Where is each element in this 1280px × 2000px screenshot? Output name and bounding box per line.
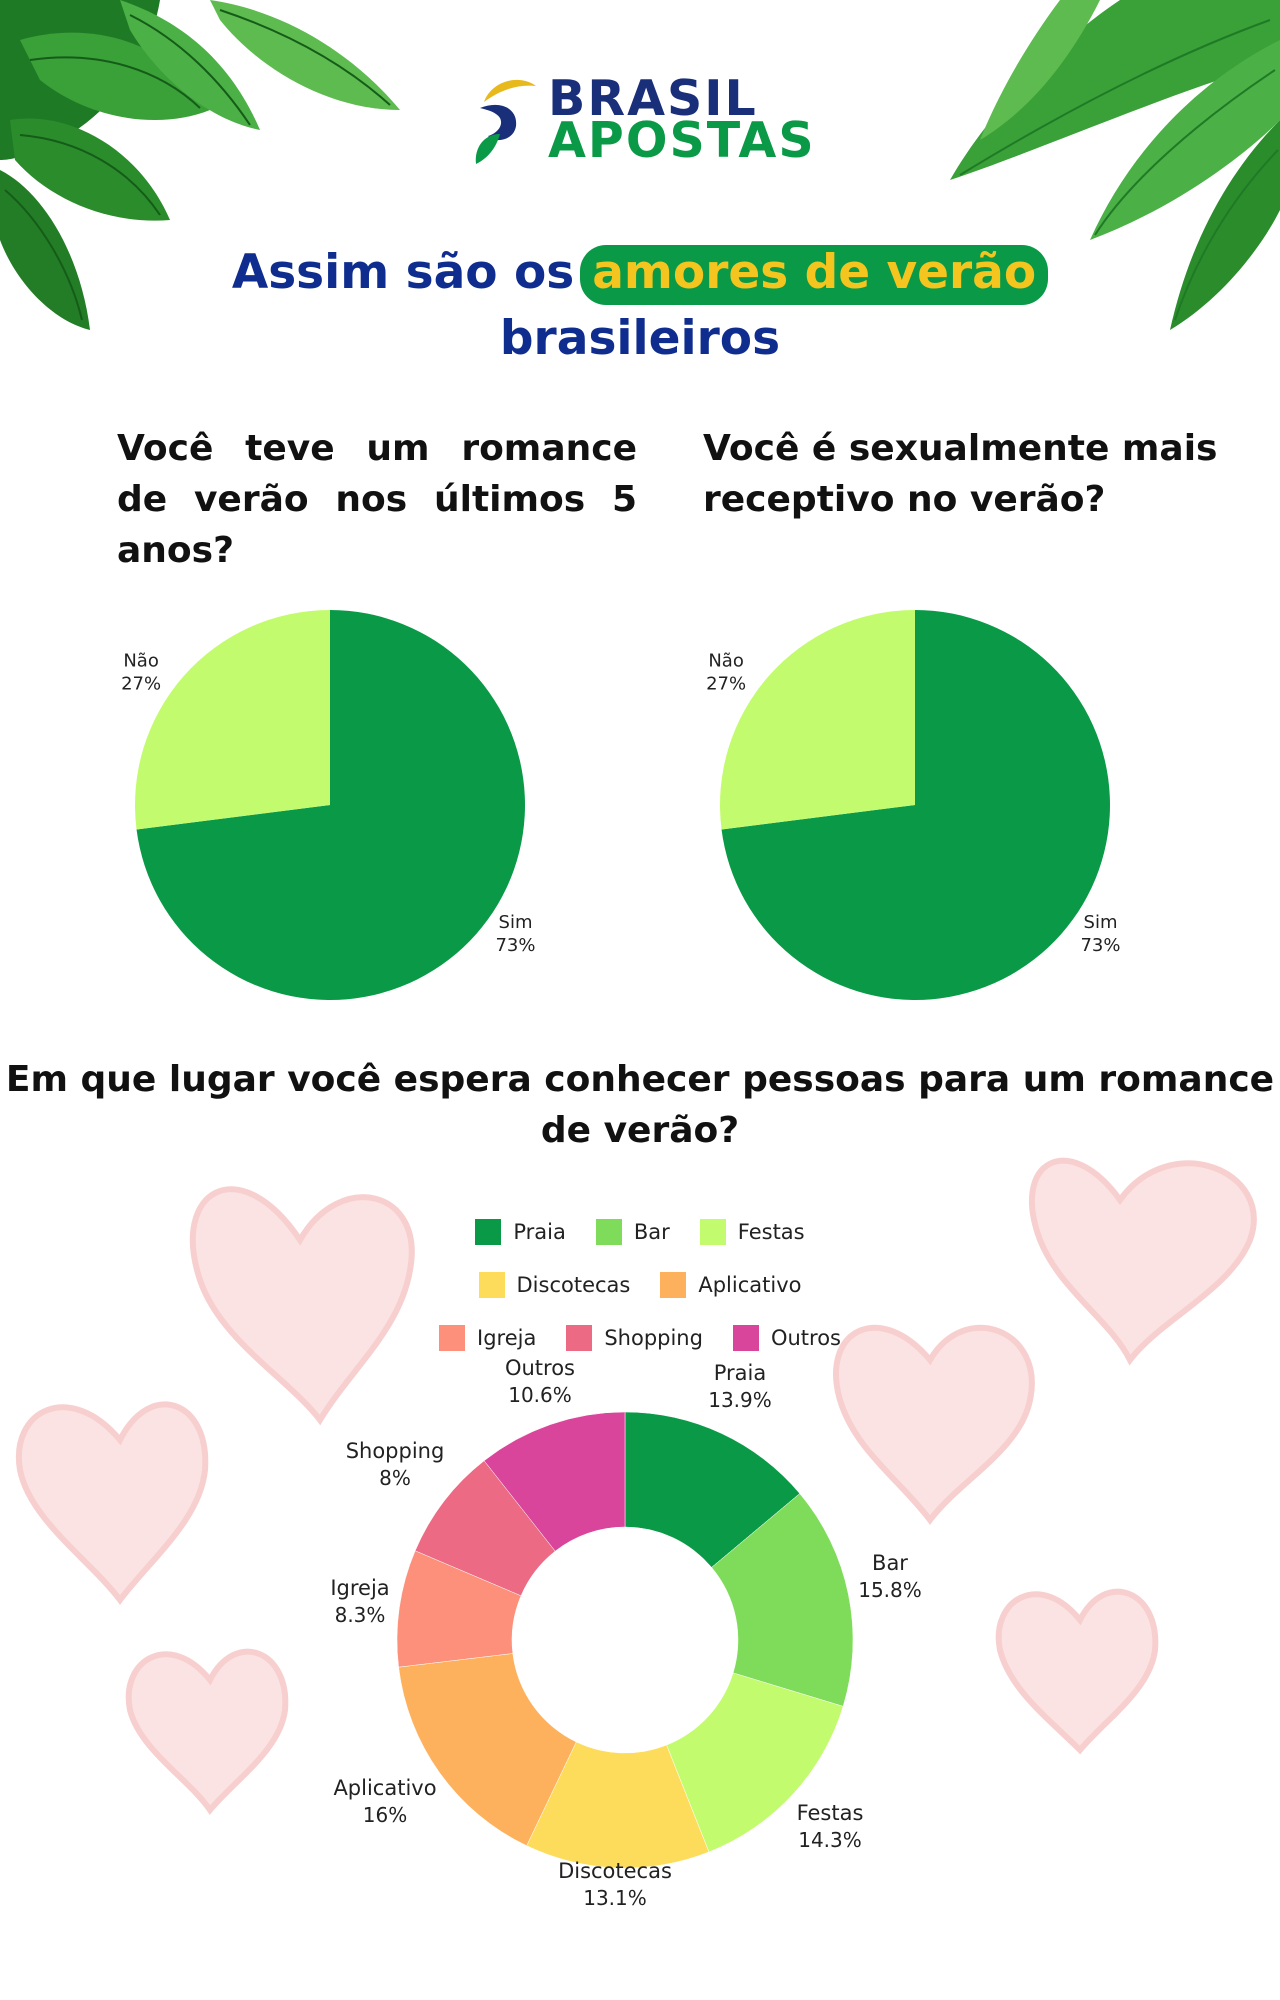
donut-label-category: Shopping <box>346 1439 445 1463</box>
pie-slice-no <box>720 610 915 830</box>
pie-label-category: Sim <box>499 912 533 933</box>
donut-label-category: Festas <box>797 1801 864 1825</box>
headline-highlight: amores de verão <box>580 245 1049 305</box>
legend-swatch <box>595 1218 622 1245</box>
legend-row: Praia Bar Festas <box>0 1205 1280 1258</box>
legend-item-discotecas: Discotecas <box>478 1271 631 1298</box>
legend-swatch <box>478 1271 505 1298</box>
legend-item-festas: Festas <box>699 1218 805 1245</box>
donut-label-value: 14.3% <box>798 1828 862 1852</box>
donut-label-category: Discotecas <box>558 1859 672 1883</box>
question-2-title: Você é sexualmente mais receptivo no ver… <box>703 428 1218 520</box>
legend-swatch <box>732 1324 759 1351</box>
donut-label-value: 10.6% <box>508 1383 572 1407</box>
donut-chart-lugares: Praia 13.9% Bar 15.8% Festas 14.3% Discotecas 1… <box>330 1356 922 1910</box>
legend-label: Bar <box>633 1219 670 1244</box>
donut-slice-outros <box>483 1411 626 1552</box>
legend-label: Praia <box>513 1219 566 1244</box>
donut-label-category: Outros <box>505 1356 575 1380</box>
pie-label-value: 27% <box>121 674 161 695</box>
pie-label-value: 73% <box>495 935 535 956</box>
donut-label-value: 13.9% <box>708 1388 772 1412</box>
legend-label: Outros <box>770 1325 841 1350</box>
pie-label-category: Sim <box>1084 912 1118 933</box>
legend-label: Igreja <box>477 1325 537 1350</box>
page-headline: Assim são os amores de verão brasileiros <box>0 240 1280 372</box>
legend-item-outros: Outros <box>732 1324 841 1351</box>
legend-label: Aplicativo <box>698 1272 802 1297</box>
question-1-title: Você teve um romance de verão nos último… <box>117 428 637 571</box>
brand-logo-line1: BRASIL <box>548 70 758 127</box>
legend-swatch <box>439 1324 465 1351</box>
legend-item-bar: Bar <box>595 1218 670 1245</box>
donut-legend: Praia Bar Festas Discotecas Aplicativo Igre… <box>0 1205 1280 1364</box>
donut-label-category: Igreja <box>330 1576 389 1600</box>
pie-label-category: Não <box>708 651 744 672</box>
donut-slice-aplicativo <box>398 1653 577 1847</box>
question-3-title: Em que lugar você espera conhecer pessoa… <box>5 1059 1275 1151</box>
legend-row: Discotecas Aplicativo <box>0 1258 1280 1311</box>
donut-slice-bar <box>711 1493 854 1707</box>
brand-logo-mark-icon <box>475 79 536 164</box>
legend-item-shopping: Shopping <box>566 1324 703 1351</box>
legend-swatch <box>566 1324 593 1351</box>
pie-slice-sim <box>136 610 525 1000</box>
legend-item-igreja: Igreja <box>439 1324 537 1351</box>
legend-label: Festas <box>737 1219 805 1244</box>
donut-label-category: Bar <box>872 1551 908 1575</box>
donut-label-category: Praia <box>714 1361 767 1385</box>
donut-label-value: 16% <box>363 1803 407 1827</box>
donut-label-category: Aplicativo <box>333 1776 436 1800</box>
legend-item-aplicativo: Aplicativo <box>660 1271 802 1298</box>
legend-label: Shopping <box>604 1325 703 1350</box>
pie-slice-sim <box>721 610 1110 1000</box>
headline-part1: Assim são os <box>231 245 575 300</box>
donut-label-value: 8% <box>379 1466 411 1490</box>
palm-leaves-left-decoration <box>0 0 400 330</box>
legend-label: Discotecas <box>516 1272 631 1297</box>
donut-label-value: 15.8% <box>858 1578 922 1602</box>
legend-swatch <box>699 1218 726 1245</box>
brand-logo: BRASIL APOSTAS <box>470 70 814 170</box>
pie-label-value: 27% <box>706 674 746 695</box>
donut-slice-festas <box>666 1672 844 1853</box>
headline-part2: brasileiros <box>499 311 781 366</box>
legend-row: Igreja Shopping Outros <box>0 1311 1280 1364</box>
pie-label-value: 73% <box>1080 935 1120 956</box>
donut-label-value: 8.3% <box>335 1603 386 1627</box>
brand-logo-line2: APOSTAS <box>548 112 816 169</box>
pie-label-category: Não <box>123 651 159 672</box>
legend-item-praia: Praia <box>475 1218 566 1245</box>
legend-swatch <box>660 1271 687 1298</box>
legend-swatch <box>475 1218 502 1245</box>
pie-slice-no <box>135 610 330 830</box>
donut-label-value: 13.1% <box>583 1886 647 1910</box>
